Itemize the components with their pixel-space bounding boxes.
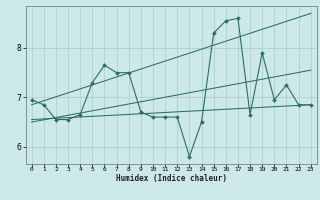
X-axis label: Humidex (Indice chaleur): Humidex (Indice chaleur) [116, 174, 227, 183]
